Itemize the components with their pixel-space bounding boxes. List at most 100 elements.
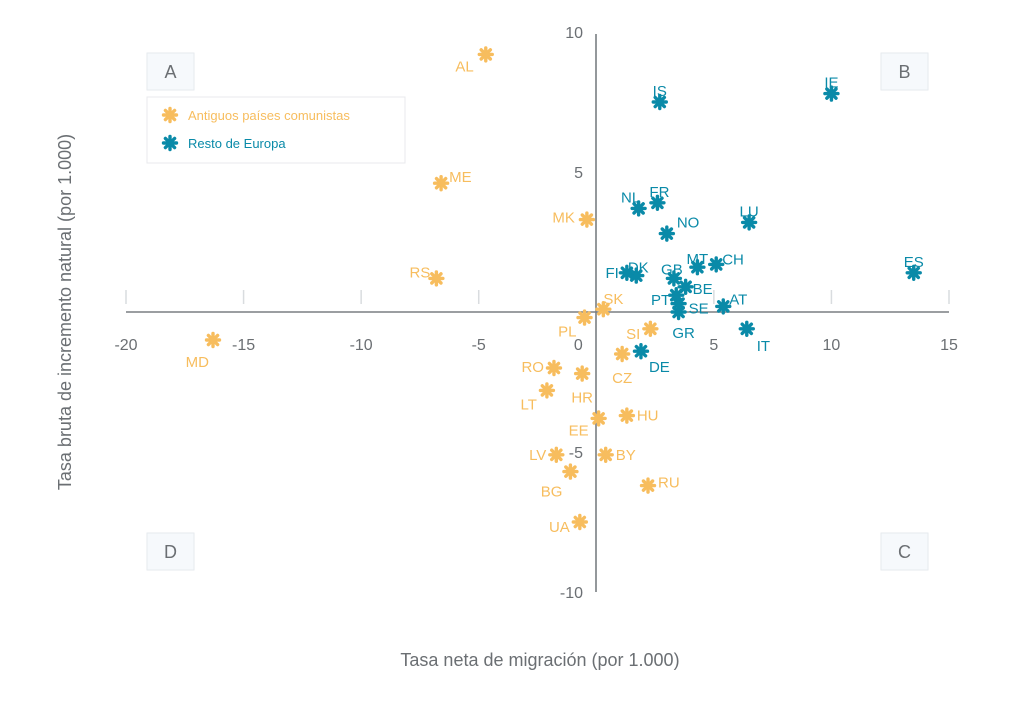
data-point-al (477, 46, 494, 63)
data-point-ru (639, 477, 657, 494)
data-point-me (432, 174, 450, 192)
data-point-sk (595, 301, 612, 318)
data-label-hu: HU (637, 408, 659, 425)
data-label-me: ME (449, 169, 472, 186)
quadrant-d: D (146, 532, 195, 571)
y-axis-tick-labels: 10 5 -5 -10 (560, 25, 583, 602)
x-tick-label: -10 (350, 337, 373, 354)
legend-label-0: Antiguos países comunistas (188, 108, 350, 123)
data-label-fr: FR (649, 184, 669, 201)
data-label-si: SI (626, 326, 640, 343)
data-label-nl: NL (621, 189, 640, 206)
data-label-mk: MK (552, 210, 575, 227)
x-tick-label: -5 (472, 337, 486, 354)
data-point-rs (428, 270, 445, 287)
data-point-is (651, 93, 668, 111)
data-label-by: BY (616, 447, 636, 464)
y-tick-label: 5 (574, 165, 583, 182)
quadrant-c: C (880, 532, 929, 571)
y-tick-label: -10 (560, 585, 583, 602)
legend-label-1: Resto de Europa (188, 136, 286, 151)
data-label-pl: PL (558, 324, 576, 341)
data-label-fi: FI (606, 265, 619, 282)
data-point-it (738, 320, 755, 337)
data-label-se: SE (689, 301, 709, 318)
x-tick-label: 5 (709, 337, 718, 354)
data-point-de (632, 343, 650, 360)
data-point-fi (618, 264, 636, 281)
data-label-mt: MT (687, 251, 709, 268)
data-point-mk (578, 211, 596, 228)
data-label-rs: RS (410, 264, 431, 281)
data-label-is: IS (653, 83, 667, 100)
data-point-dk (628, 267, 645, 284)
quadrant-a: A (146, 52, 195, 91)
data-point-md (204, 331, 222, 349)
data-point-at (715, 298, 732, 315)
data-point-lu (740, 214, 758, 231)
data-point-cz (613, 345, 631, 363)
x-tick-label: -20 (114, 337, 137, 354)
data-label-dk: DK (628, 260, 649, 277)
data-point-mt (689, 259, 706, 276)
data-point-si (642, 320, 659, 337)
data-point-gb (665, 270, 683, 287)
data-label-lu: LU (740, 203, 759, 220)
data-label-al: AL (455, 58, 473, 75)
legend-marker-1 (161, 134, 179, 152)
data-label-gb: GB (661, 261, 683, 278)
data-point-gr (670, 303, 687, 321)
data-point-hr (573, 365, 591, 382)
x-axis-title: Tasa neta de migración (por 1.000) (400, 650, 679, 670)
data-label-hr: HR (571, 390, 593, 407)
data-points: AL ME MK RS MD SK PL SI CZ RO HR LT EE HU LV BY BG RU UA IS… (186, 46, 924, 536)
y-tick-label: 10 (565, 25, 583, 42)
legend: Antiguos países comunistas Resto de Europ… (146, 96, 406, 164)
x-tick-label: 0 (574, 337, 583, 354)
data-point-be (677, 278, 694, 295)
x-tick-label: 15 (940, 337, 958, 354)
data-point-no (658, 225, 676, 242)
quadrant-a-label: A (164, 62, 176, 82)
legend-marker-0 (161, 106, 179, 124)
data-point-ie (823, 85, 840, 102)
data-point-ro (545, 359, 563, 377)
data-label-it: IT (757, 338, 770, 355)
data-point-ch (708, 256, 725, 273)
data-label-gr: GR (672, 325, 695, 342)
data-point-es (905, 264, 922, 281)
data-label-no: NO (677, 215, 700, 232)
y-tick-label: -5 (569, 445, 583, 462)
x-tick-label: -15 (232, 337, 255, 354)
data-point-lt (538, 382, 556, 399)
data-label-ch: CH (722, 251, 744, 268)
quadrant-b-label: B (898, 62, 910, 82)
data-label-at: AT (729, 291, 747, 308)
data-label-ie: IE (824, 75, 838, 92)
data-label-ro: RO (521, 359, 544, 376)
data-label-cz: CZ (612, 370, 632, 387)
quadrant-c-label: C (898, 542, 911, 562)
data-label-es: ES (904, 254, 924, 271)
data-label-ee: EE (569, 422, 589, 439)
data-point-by (597, 446, 614, 463)
data-point-ua (571, 513, 589, 531)
data-point-pl (576, 309, 593, 326)
data-point-fr (649, 194, 666, 212)
data-label-ru: RU (658, 475, 680, 492)
x-axis-tick-labels: -20 -15 -10 -5 0 5 10 15 (114, 337, 958, 354)
quadrant-d-label: D (164, 542, 177, 562)
y-axis-title: Tasa bruta de incremento natural (por 1.… (55, 134, 75, 490)
data-label-lt: LT (520, 396, 536, 413)
data-label-bg: BG (541, 484, 563, 501)
data-point-ee (590, 410, 607, 427)
data-label-de: DE (649, 359, 670, 376)
quadrant-b: B (880, 52, 929, 91)
data-label-ua: UA (549, 519, 570, 536)
data-label-pt: PT (651, 292, 670, 309)
data-point-bg (562, 463, 579, 480)
x-axis-ticks (125, 290, 950, 304)
data-label-md: MD (186, 354, 209, 371)
data-point-hu (618, 407, 636, 424)
